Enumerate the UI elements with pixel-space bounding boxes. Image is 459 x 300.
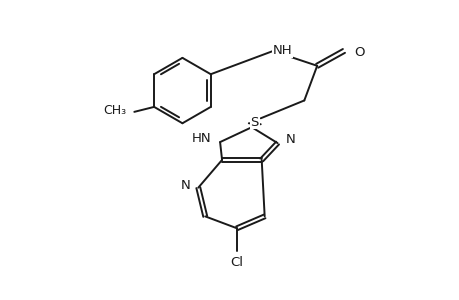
- Text: CH₃: CH₃: [103, 104, 126, 117]
- Text: O: O: [353, 46, 364, 59]
- Text: N: N: [285, 133, 295, 146]
- Text: NH: NH: [272, 44, 291, 57]
- Text: HN: HN: [191, 132, 211, 145]
- Text: Cl: Cl: [230, 256, 243, 269]
- Text: N: N: [180, 179, 190, 192]
- Text: S: S: [250, 116, 258, 129]
